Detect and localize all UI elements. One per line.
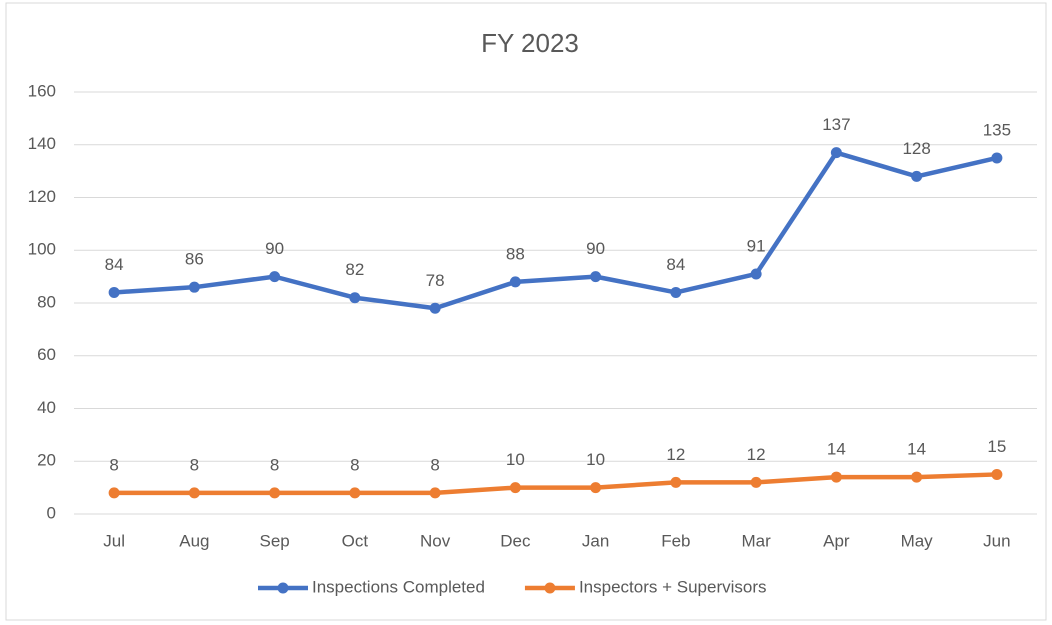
y-tick-label: 60 [37,345,56,364]
point [590,482,602,494]
point [429,302,441,314]
x-tick-label: Mar [741,531,771,550]
point [509,482,521,494]
point [670,476,682,488]
point [188,281,200,293]
point [349,292,361,304]
point [269,271,281,283]
x-tick-label: Sep [260,531,290,550]
point [670,286,682,298]
legend-marker [277,582,289,594]
point [108,286,120,298]
chart-title: FY 2023 [481,28,579,58]
data-label: 84 [105,255,124,274]
data-label: 14 [907,440,926,459]
data-label: 135 [983,120,1011,139]
chart-border [5,2,1047,621]
data-label: 78 [426,271,445,290]
series-line [113,150,998,311]
data-label: 12 [747,445,766,464]
data-label: 90 [586,239,605,258]
y-tick-label: 120 [28,187,56,206]
y-tick-label: 140 [28,134,56,153]
data-label: 84 [666,255,685,274]
data-label: 10 [586,450,605,469]
point [830,471,842,483]
point [349,487,361,499]
data-label: 12 [666,445,685,464]
point [188,487,200,499]
x-tick-label: Jul [103,531,125,550]
legend-marker [544,582,556,594]
x-tick-label: Dec [500,531,531,550]
series-line [114,472,997,496]
x-tick-label: Aug [179,531,209,550]
x-tick-label: Feb [661,531,690,550]
point [750,476,762,488]
y-tick-label: 80 [37,292,56,311]
point [429,487,441,499]
data-label: 88 [506,244,525,263]
data-label: 86 [185,250,204,269]
data-label: 14 [827,440,846,459]
point [991,468,1003,480]
x-tick-label: May [901,531,934,550]
data-label: 90 [265,239,284,258]
x-tick-label: Jun [983,531,1010,550]
data-label: 10 [506,450,525,469]
data-label: 137 [822,115,850,134]
point [590,271,602,283]
data-label: 8 [270,455,279,474]
legend-label: Inspectors + Supervisors [579,577,767,596]
x-tick-label: Jan [582,531,609,550]
point [108,487,120,499]
point [509,276,521,288]
data-label: 91 [747,236,766,255]
data-label: 8 [109,455,118,474]
legend-label: Inspections Completed [312,577,485,596]
y-tick-label: 20 [37,451,56,470]
x-tick-label: Apr [823,531,850,550]
point [911,471,923,483]
point [269,487,281,499]
point [991,152,1003,164]
point [750,268,762,280]
point [830,147,842,159]
y-tick-label: 0 [47,503,56,522]
data-label: 8 [190,455,199,474]
data-label: 82 [345,260,364,279]
y-tick-label: 160 [28,81,56,100]
data-label: 15 [987,437,1006,456]
data-label: 128 [902,139,930,158]
x-tick-label: Nov [420,531,451,550]
point [911,170,923,182]
x-tick-label: Oct [342,531,369,550]
y-tick-label: 100 [28,240,56,259]
y-tick-label: 40 [37,398,56,417]
data-label: 8 [350,455,359,474]
data-label: 8 [430,455,439,474]
